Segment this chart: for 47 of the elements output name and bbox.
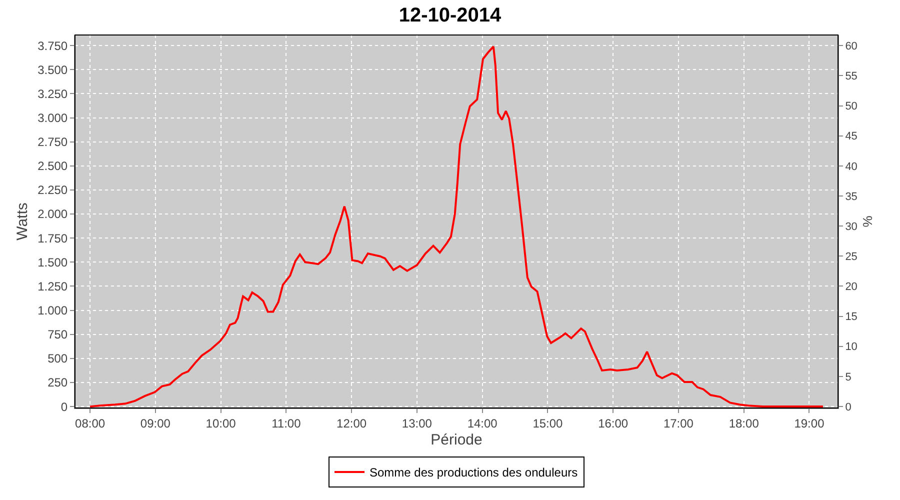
- y2-tick-label: 0: [845, 401, 852, 414]
- x-tick-label: 09:00: [140, 416, 171, 430]
- y2-tick-label: 60: [845, 40, 858, 52]
- y-tick-label: 750: [48, 328, 68, 342]
- legend-label: Somme des productions des onduleurs: [370, 466, 578, 480]
- x-tick-label: 13:00: [402, 416, 432, 430]
- x-tick-label: 10:00: [206, 416, 236, 430]
- chart-title: 12-10-2014: [398, 4, 502, 26]
- x-tick-label: 14:00: [467, 416, 498, 430]
- y-tick-label: 3.250: [38, 86, 68, 101]
- y2-tick-label: 25: [845, 251, 858, 263]
- x-tick-label: 19:00: [794, 416, 825, 430]
- y-tick-label: 500: [48, 352, 68, 366]
- y-tick-label: 2.500: [38, 159, 68, 174]
- y2-axis-title: %: [860, 215, 876, 228]
- y-tick-label: 3.500: [38, 62, 68, 77]
- y-tick-label: 2.000: [38, 207, 68, 222]
- x-axis-title: Période: [430, 431, 482, 448]
- x-tick-label: 18:00: [728, 416, 760, 430]
- y-tick-label: 3.000: [38, 110, 68, 125]
- y-tick-label: 1.500: [38, 255, 68, 270]
- y2-tick-label: 5: [845, 371, 852, 384]
- y-tick-label: 1.750: [38, 231, 68, 246]
- y2-tick-label: 10: [845, 341, 858, 354]
- y-tick-label: 1.000: [38, 304, 68, 318]
- x-tick-label: 11:00: [272, 416, 302, 430]
- y-tick-label: 3.750: [38, 38, 68, 53]
- x-tick-label: 16:00: [598, 416, 628, 430]
- y2-tick-label: 40: [845, 160, 858, 173]
- y2-tick-label: 55: [845, 70, 858, 83]
- y-tick-label: 2.750: [38, 135, 68, 150]
- x-tick-label: 08:00: [75, 416, 106, 430]
- y2-tick-label: 30: [845, 220, 858, 233]
- y-tick-label: 250: [48, 376, 68, 390]
- y-tick-label: 1.250: [38, 279, 68, 294]
- y2-tick-label: 45: [845, 130, 858, 143]
- y2-tick-label: 50: [845, 100, 858, 113]
- y-tick-label: 0: [60, 400, 68, 414]
- x-tick-label: 12:00: [336, 416, 367, 430]
- y-axis-title: Watts: [14, 202, 31, 240]
- y2-tick-label: 15: [845, 311, 858, 324]
- x-tick-label: 17:00: [663, 416, 694, 430]
- line-series: [89, 46, 824, 408]
- x-tick-label: 15:00: [532, 416, 564, 430]
- y-tick-label: 2.250: [38, 183, 68, 198]
- y2-tick-label: 20: [845, 281, 858, 294]
- y2-tick-label: 35: [845, 190, 858, 203]
